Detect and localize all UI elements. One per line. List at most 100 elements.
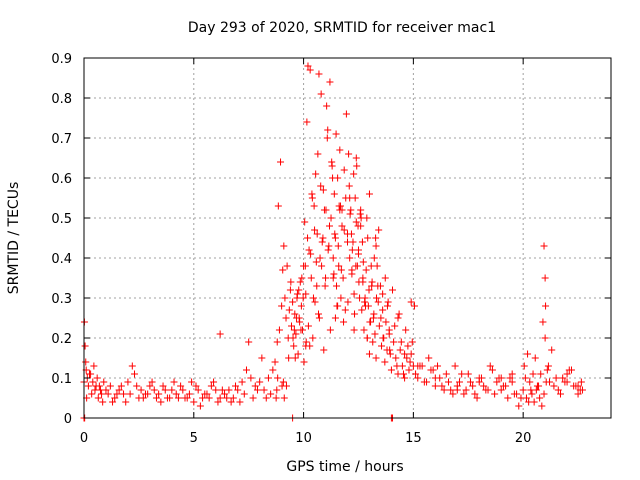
data-point xyxy=(242,366,250,374)
data-point xyxy=(363,214,371,222)
data-point xyxy=(146,382,154,390)
data-point xyxy=(172,390,180,398)
data-point xyxy=(299,294,307,302)
data-point xyxy=(313,230,321,238)
data-point xyxy=(401,350,409,358)
data-point xyxy=(458,370,466,378)
data-point xyxy=(106,382,114,390)
data-point xyxy=(373,262,381,270)
data-point xyxy=(359,278,367,286)
data-point xyxy=(113,390,121,398)
data-point xyxy=(363,334,371,342)
data-point xyxy=(89,378,97,386)
data-point xyxy=(177,382,185,390)
data-point xyxy=(378,342,386,350)
data-point xyxy=(316,254,324,262)
data-point xyxy=(497,374,505,382)
y-tick-label: 0.4 xyxy=(51,252,72,267)
data-point xyxy=(397,338,405,346)
data-point xyxy=(340,166,348,174)
y-axis-title: SRMTID / TECUs xyxy=(6,182,22,295)
data-point xyxy=(358,306,366,314)
data-point xyxy=(365,190,373,198)
data-point xyxy=(283,262,291,270)
data-point xyxy=(319,186,327,194)
data-point xyxy=(344,298,352,306)
data-point xyxy=(497,386,505,394)
data-point xyxy=(279,378,287,386)
data-point xyxy=(331,230,339,238)
data-point xyxy=(327,214,335,222)
data-point xyxy=(212,386,220,394)
data-point xyxy=(379,306,387,314)
data-point xyxy=(311,298,319,306)
data-point xyxy=(372,242,380,250)
data-point xyxy=(192,382,200,390)
data-point xyxy=(326,78,334,86)
data-point xyxy=(410,302,418,310)
data-point xyxy=(253,386,261,394)
data-point xyxy=(122,398,130,406)
data-point xyxy=(399,370,407,378)
data-point xyxy=(302,342,310,350)
data-point xyxy=(453,386,461,394)
data-point xyxy=(300,358,308,366)
data-point xyxy=(538,402,546,410)
data-point xyxy=(493,378,501,386)
data-point xyxy=(170,378,178,386)
data-point xyxy=(301,218,309,226)
data-point xyxy=(407,350,415,358)
data-point xyxy=(434,362,442,370)
data-point xyxy=(377,314,385,322)
data-point xyxy=(155,390,163,398)
data-point xyxy=(234,386,242,394)
data-point xyxy=(109,398,117,406)
data-point xyxy=(335,262,343,270)
plot-frame xyxy=(83,57,612,419)
data-point xyxy=(282,382,290,390)
data-point xyxy=(331,314,339,322)
data-point xyxy=(174,394,182,402)
data-point xyxy=(340,226,348,234)
data-point xyxy=(540,390,548,398)
data-point xyxy=(319,234,327,242)
data-point xyxy=(148,378,156,386)
data-point xyxy=(542,302,550,310)
data-point xyxy=(313,282,321,290)
data-point xyxy=(304,322,312,330)
data-point xyxy=(565,366,573,374)
data-point xyxy=(477,374,485,382)
data-point xyxy=(394,314,402,322)
y-tick-label: 0.3 xyxy=(51,292,72,307)
data-point xyxy=(291,354,299,362)
data-point xyxy=(144,390,152,398)
data-point xyxy=(330,270,338,278)
data-point xyxy=(210,378,218,386)
data-point xyxy=(414,374,422,382)
data-point xyxy=(90,362,98,370)
data-point xyxy=(539,318,547,326)
data-point xyxy=(356,210,364,218)
data-point xyxy=(225,386,233,394)
data-point xyxy=(307,274,315,282)
data-point xyxy=(442,370,450,378)
data-point xyxy=(304,62,312,70)
data-point xyxy=(375,226,383,234)
data-point xyxy=(431,382,439,390)
data-point xyxy=(262,394,270,402)
y-tick-label: 0.6 xyxy=(51,172,72,187)
data-point xyxy=(315,314,323,322)
data-point xyxy=(513,390,521,398)
data-point xyxy=(508,378,516,386)
data-point xyxy=(407,298,415,306)
data-point xyxy=(381,274,389,282)
data-point xyxy=(334,302,342,310)
data-point xyxy=(326,326,334,334)
data-point xyxy=(104,390,112,398)
data-point xyxy=(365,350,373,358)
data-point xyxy=(245,338,253,346)
data-point xyxy=(475,378,483,386)
data-point xyxy=(522,394,530,402)
data-point xyxy=(445,378,453,386)
